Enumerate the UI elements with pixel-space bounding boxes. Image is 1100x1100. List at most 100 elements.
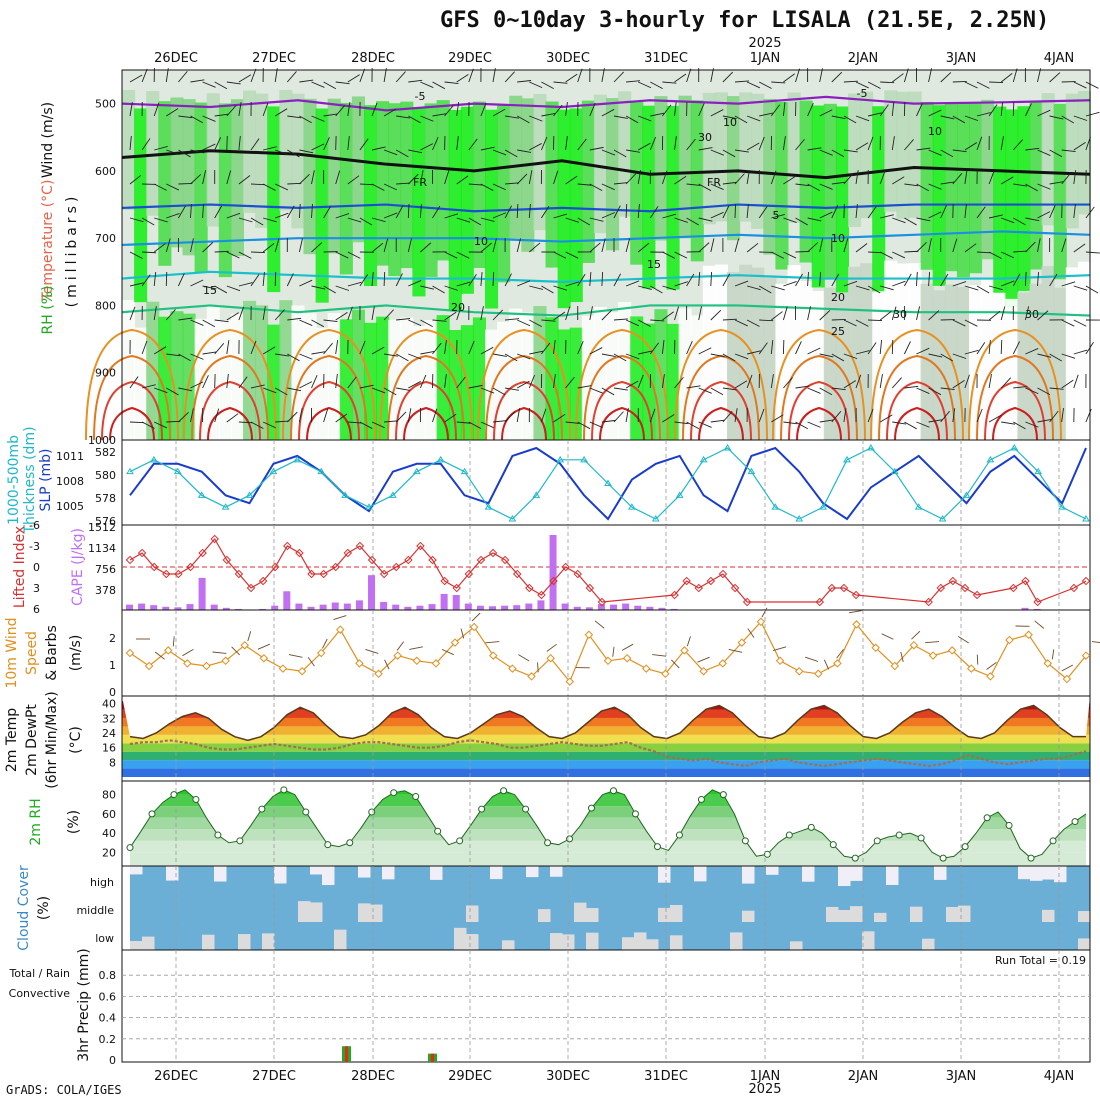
cape-bar [440,593,448,610]
wind-barb [892,217,906,224]
wind-barb [989,214,1003,219]
rh-shading-lower [739,264,753,440]
wind-barb [444,413,457,423]
wind-barb [698,242,710,253]
slp-ylabel: 1000-500mb [6,435,22,525]
wind-barb [492,149,507,156]
wind-barb [807,103,814,117]
lifted-index-point [827,583,837,593]
rh-shading-upper [327,98,341,254]
rh-shading-upper [944,102,958,272]
wind-barb [674,376,684,389]
date-label-bottom: 3JAN [946,1069,977,1084]
thickness-point [508,515,517,522]
wind-barb [275,420,290,423]
wind-barb [770,170,777,185]
date-label-top: 30DEC [546,51,590,66]
wind-barb [299,319,313,326]
wind-barb [892,251,906,259]
wind-barb [1037,109,1051,117]
wind-barb [190,79,205,83]
lifted-index-point [488,548,498,558]
cape-bar [416,605,424,610]
wind10-barb [212,651,227,654]
wind-barb [1025,241,1036,253]
wind-barb [940,387,955,390]
date-label-top: 28DEC [351,51,395,66]
cloud-gap [790,941,803,950]
temp2m-ylabel: 2m DewPt [24,704,40,776]
wind-barb [843,408,847,423]
wind10-speed-point [221,656,230,666]
wind-barb [613,411,624,423]
wind-barb [734,115,748,124]
wind-barb [347,102,351,117]
contour-label: -5 [857,87,868,100]
thickness-point [341,491,349,498]
wind-barb [311,143,325,151]
cloud-gap [670,904,683,922]
wind-barb [456,281,471,287]
wind-barb [480,306,484,321]
wind-barb [565,281,580,287]
wind-barb [649,342,660,355]
temperature-contour-warm [690,380,752,441]
wind-barb [517,319,531,327]
wind-barb [625,380,639,389]
wind-barb [226,81,241,85]
wind-barb [311,319,325,328]
wind-barb [1061,149,1076,152]
wind-barb [541,205,550,219]
wind-barb [952,281,967,287]
wind-barb [262,183,276,191]
precip-legend-total: Total / Rain [8,967,70,980]
wind-barb [734,80,749,83]
wind-barb [1073,81,1087,89]
wind-barb [420,143,434,151]
wind-barb [1061,115,1075,124]
rh-shading-upper [908,91,922,218]
lifted-index-point [1081,576,1091,586]
temperature-contour-warm [493,380,555,441]
wind-barb [613,149,627,158]
rh2m-point [346,839,354,847]
wind-barb [613,318,628,321]
rh2m-point [1071,818,1079,826]
wind-barb [371,272,374,287]
wind-barb [831,273,840,287]
wind10-speed-point [1005,635,1014,645]
wind-barb [831,353,845,362]
wind10-speed-point [374,669,383,679]
contour-label: 15 [647,258,661,271]
wind-barb [420,115,434,122]
wind-barb [420,285,435,290]
cloud-gap [622,937,635,950]
cloud-gap [1018,866,1031,880]
wind-barb [662,285,676,291]
wind-barb [238,251,252,259]
temperature-contour-warm [992,406,1038,441]
wind-barb [541,81,554,90]
wind-barb [1000,176,1014,185]
lifted-index-point [162,569,171,579]
wind-barb [238,421,253,424]
wind-barb [250,138,260,151]
wind-barb [516,203,519,219]
wind10-speed-point [412,656,422,666]
wind10-barb [728,648,743,653]
wind10-speed-point [622,653,632,663]
wind-barb [577,385,592,389]
lifted-index-point [222,555,232,565]
rh-shading-lower [339,319,353,440]
wind10-barb [546,643,557,652]
wind-barb [165,309,176,321]
upper-ytick: 600 [95,165,116,178]
wind-barb [722,71,734,83]
wind-barb [323,319,338,322]
wind-barb [964,142,978,151]
rh2m-point [566,835,574,843]
slp-line [129,446,1087,521]
wind-barb [141,340,148,355]
wind-barb [226,340,230,355]
wind-barb [553,104,563,117]
